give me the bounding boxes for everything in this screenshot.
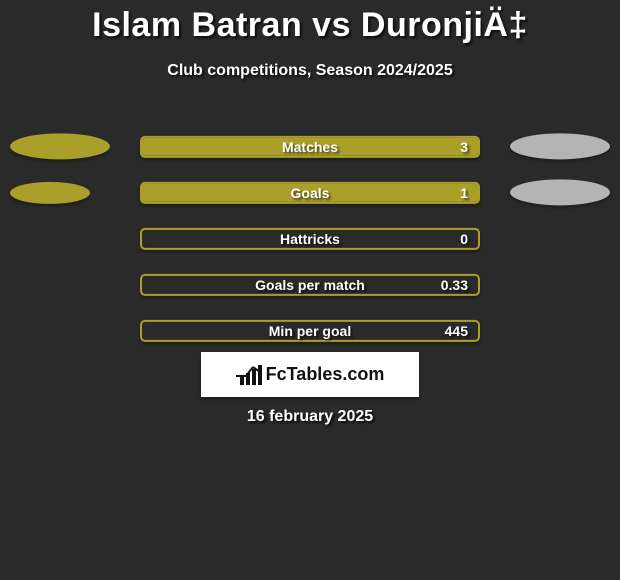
page-date: 16 february 2025 — [0, 408, 620, 426]
bar-chart-icon — [236, 363, 264, 387]
right-player-ellipse — [510, 179, 610, 205]
left-player-ellipse — [10, 133, 110, 159]
page-root: Islam Batran vs DuronjiÄ‡ Club competiti… — [0, 0, 620, 580]
logo-text: FcTables.com — [266, 364, 385, 385]
stat-row: Matches3 — [0, 127, 620, 173]
stat-bar — [140, 320, 480, 342]
stat-bar — [140, 274, 480, 296]
stat-bar — [140, 228, 480, 250]
page-subtitle: Club competitions, Season 2024/2025 — [0, 62, 620, 80]
logo-box: FcTables.com — [201, 352, 419, 397]
stat-rows: Matches3Goals1Hattricks0Goals per match0… — [0, 127, 620, 357]
stat-row: Hattricks0 — [0, 219, 620, 265]
stat-bar-fill-left — [142, 184, 478, 202]
logo: FcTables.com — [236, 363, 385, 387]
stat-bar-fill-left — [142, 138, 478, 156]
right-player-ellipse — [510, 133, 610, 159]
stat-bar — [140, 136, 480, 158]
left-player-ellipse — [10, 182, 90, 204]
stat-row: Goals1 — [0, 173, 620, 219]
stat-row: Min per goal445 — [0, 311, 620, 357]
page-title: Islam Batran vs DuronjiÄ‡ — [0, 6, 620, 45]
stat-bar — [140, 182, 480, 204]
stat-row: Goals per match0.33 — [0, 265, 620, 311]
